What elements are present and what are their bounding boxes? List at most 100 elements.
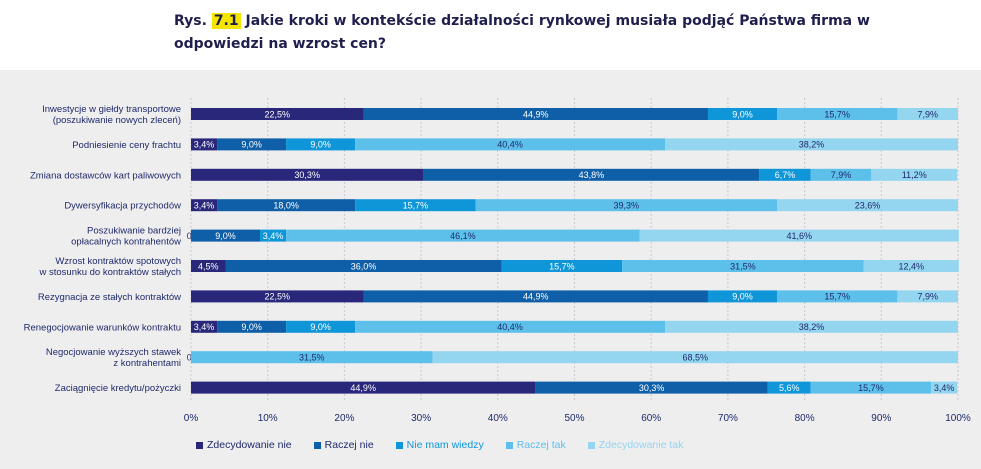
value-label: 23,6% — [855, 201, 881, 211]
bar-segment — [767, 381, 811, 394]
bar-segment — [217, 199, 356, 212]
bar-segment — [707, 108, 777, 120]
x-tick-label: 70% — [718, 413, 738, 424]
value-label: 9,0% — [310, 140, 331, 150]
category-label: Negocjowanie wyższych stawek — [46, 347, 181, 358]
legend: Zdecydowanie nie Raczej nie Nie mam wiedzy… — [196, 439, 683, 451]
value-label: 40,4% — [497, 322, 523, 332]
bar-segment — [535, 381, 768, 394]
value-label: 36,0% — [351, 261, 377, 271]
legend-swatch — [196, 441, 203, 449]
value-label: 22,5% — [265, 292, 291, 302]
value-label: 30,3% — [639, 383, 665, 393]
figure-number: 7.1 — [211, 13, 241, 29]
bar-segment — [432, 351, 959, 364]
bar-segment — [286, 320, 356, 333]
value-label: 7,9% — [917, 109, 938, 119]
value-label: 31,5% — [730, 261, 756, 271]
value-label: 31,5% — [299, 353, 325, 363]
value-label: 9,0% — [310, 322, 331, 332]
value-label: 6,7% — [775, 170, 796, 180]
value-label: 3,4% — [194, 322, 215, 332]
x-tick-label: 0% — [184, 413, 199, 424]
value-label: 39,3% — [614, 201, 640, 211]
x-tick-label: 90% — [871, 413, 891, 424]
legend-label: Nie mam wiedzy — [406, 439, 484, 451]
legend-item: Zdecydowanie nie — [196, 439, 292, 451]
bar-segment — [217, 320, 287, 333]
category-label: opłacalnych kontrahentów — [71, 237, 181, 248]
bar-segment — [191, 260, 226, 272]
bar-segment — [776, 290, 898, 303]
value-label: 30,3% — [294, 170, 320, 180]
legend-item: Zdecydowanie tak — [587, 439, 684, 451]
bar-segment — [622, 260, 864, 272]
bar-segment — [191, 138, 218, 151]
title-prefix: Rys. — [174, 13, 207, 29]
bar-segment — [639, 229, 959, 242]
x-tick-label: 80% — [795, 413, 815, 424]
x-tick-label: 10% — [258, 413, 278, 424]
bar-segment — [355, 320, 666, 333]
value-label: 7,9% — [917, 292, 938, 302]
legend-item: Raczej nie — [313, 439, 374, 451]
category-label: Renegocjowanie warunków kontraktu — [24, 322, 181, 333]
title-block: Rys. 7.1 Jakie kroki w kontekście działa… — [0, 0, 981, 70]
legend-label: Raczej tak — [516, 439, 566, 451]
bar-segment — [871, 168, 958, 181]
category-label: Zmiana dostawców kart paliwowych — [30, 170, 181, 181]
legend-label: Zdecydowanie tak — [598, 439, 684, 451]
bar-segment — [475, 199, 777, 212]
value-label: 3,4% — [194, 140, 215, 150]
category-label: Poszukiwanie bardziej — [87, 226, 181, 237]
value-label: 38,2% — [799, 140, 825, 150]
bar-segment — [286, 229, 640, 242]
legend-swatch — [587, 441, 595, 449]
bar-segment — [810, 381, 932, 394]
bar-segment — [665, 320, 958, 333]
bar-segment — [217, 138, 287, 151]
x-tick-label: 40% — [488, 413, 508, 424]
bar-segment — [363, 290, 708, 303]
value-label: 15,7% — [858, 383, 884, 393]
value-label: 43,8% — [579, 170, 605, 180]
bar-segment — [759, 168, 811, 181]
category-label: Wzrost kontraktów spotowych — [55, 256, 181, 267]
bar-segment — [355, 138, 666, 151]
value-label: 5,6% — [779, 383, 800, 393]
legend-item: Nie mam wiedzy — [395, 439, 484, 451]
bar-segment — [191, 320, 218, 333]
bar-segment — [286, 138, 356, 151]
value-label: 44,9% — [350, 383, 376, 393]
bar-segment — [191, 199, 218, 212]
bar-segment — [191, 229, 261, 242]
category-label: (poszukiwanie nowych zleceń) — [53, 115, 181, 126]
bar-segment — [363, 108, 708, 120]
category-label: Podniesienie ceny frachtu — [72, 140, 181, 151]
bar-segment — [665, 138, 958, 151]
value-label: 7,9% — [831, 170, 852, 180]
bar-segment — [225, 260, 502, 272]
bar-segment — [191, 108, 364, 120]
value-label: 3,4% — [934, 383, 955, 393]
x-tick-label: 60% — [641, 413, 661, 424]
legend-label: Raczej nie — [324, 439, 374, 451]
bar-segment — [191, 168, 424, 181]
legend-swatch — [505, 441, 513, 449]
bar-segment — [863, 260, 959, 272]
category-label: Inwestycje w giełdy transportowe — [42, 104, 181, 115]
value-label: 9,0% — [215, 231, 236, 241]
category-label: Dywersyfikacja przychodów — [64, 201, 181, 212]
stacked-bar-chart: 0% 10% 20% 30% 40% 50% 60% 70% 80% 90% 100% Inwesty… — [24, 98, 971, 424]
x-tick-label: 20% — [334, 413, 354, 424]
bar-segment — [423, 168, 760, 181]
x-tick-label: 50% — [564, 413, 584, 424]
value-label: 15,7% — [549, 261, 575, 271]
title-text: Jakie kroki w kontekście działalności ry… — [174, 13, 870, 52]
bar-segment — [931, 381, 958, 394]
x-tick-label: 30% — [411, 413, 431, 424]
value-label: 40,4% — [497, 140, 523, 150]
value-label: 44,9% — [523, 109, 549, 119]
value-label: 9,0% — [732, 109, 753, 119]
value-label: 22,5% — [265, 109, 291, 119]
